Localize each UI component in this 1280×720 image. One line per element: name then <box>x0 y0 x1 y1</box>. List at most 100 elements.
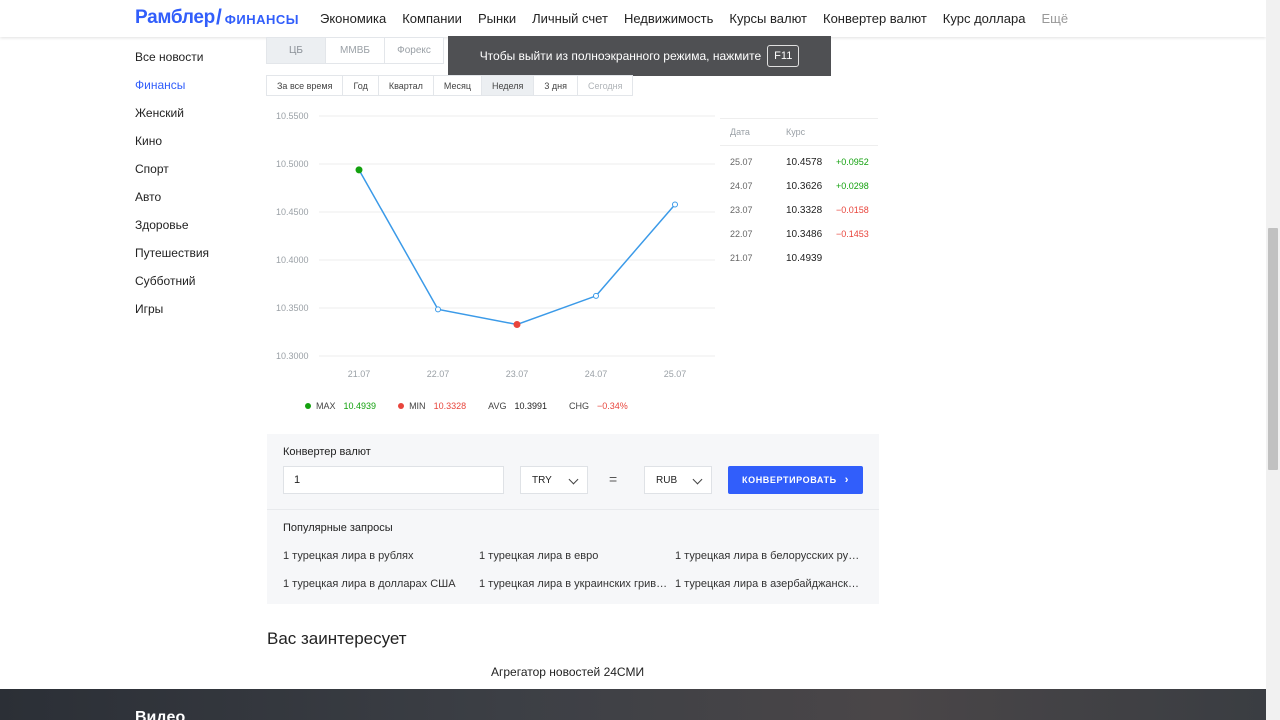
aggregator-title[interactable]: Агрегатор новостей 24СМИ <box>491 665 645 679</box>
stat-max-label: MAX <box>316 401 336 411</box>
popular-link[interactable]: 1 турецкая лира в долларах США <box>283 578 456 590</box>
period-quarter[interactable]: Квартал <box>377 75 434 96</box>
data-point <box>435 306 441 313</box>
y-tick-label: 10.3500 <box>276 303 309 313</box>
to-currency-value: RUB <box>656 474 678 486</box>
stat-min-value: 10.3328 <box>433 401 467 411</box>
popular-link[interactable]: 1 турецкая лира в рублях <box>283 550 414 562</box>
period-month[interactable]: Месяц <box>432 75 482 96</box>
period-year[interactable]: Год <box>342 75 379 96</box>
fullscreen-key: F11 <box>767 45 800 67</box>
nav-item-markets[interactable]: Рынки <box>477 11 517 26</box>
sidebar-item-cinema[interactable]: Кино <box>135 134 162 148</box>
fullscreen-toast-text: Чтобы выйти из полноэкранного режима, на… <box>479 49 762 63</box>
period-week[interactable]: Неделя <box>480 75 535 96</box>
rate-date: 25.07 <box>730 157 753 167</box>
site-header: Рамблер / ФИНАНСЫ Экономика Компании Рын… <box>0 0 1266 37</box>
currency-converter: Конвертер валют 1 TRY = RUB КОНВЕРТИРОВА… <box>267 434 879 604</box>
stat-max: MAX 10.4939 <box>305 401 376 411</box>
rate-date: 23.07 <box>730 205 753 215</box>
stat-avg-value: 10.3991 <box>514 401 547 411</box>
nav-item-dollar-rate[interactable]: Курс доллара <box>942 11 1026 26</box>
nav-item-real-estate[interactable]: Недвижимость <box>623 11 714 26</box>
to-currency-select[interactable]: RUB <box>644 466 712 494</box>
chevron-down-icon <box>568 474 579 485</box>
rate-chart-svg: 10.5500 10.5000 10.4500 10.4000 10.3500 10.30… <box>276 111 715 379</box>
nav-item-economy[interactable]: Экономика <box>320 11 387 26</box>
logo-sub: ФИНАНСЫ <box>224 11 300 27</box>
data-point <box>593 292 599 299</box>
sidebar: Все новости Финансы Женский Кино Спорт А… <box>135 50 209 330</box>
stat-avg: AVG 10.3991 <box>488 401 547 411</box>
sidebar-item-sport[interactable]: Спорт <box>135 162 169 176</box>
rate-value: 10.3626 <box>786 180 823 192</box>
table-row: 23.07 10.3328 −0.0158 <box>720 198 878 222</box>
rate-date: 24.07 <box>730 181 753 191</box>
stat-chg-label: CHG <box>569 401 589 411</box>
x-tick-label: 22.07 <box>427 369 450 379</box>
series-line <box>358 169 676 326</box>
x-tick-label: 25.07 <box>664 369 687 379</box>
sidebar-item-health[interactable]: Здоровье <box>135 218 189 232</box>
sidebar-item-games[interactable]: Игры <box>135 302 164 316</box>
popular-link[interactable]: 1 турецкая лира в евро <box>479 550 599 562</box>
tab-forex[interactable]: Форекс <box>384 37 444 64</box>
amount-input[interactable]: 1 <box>283 466 504 494</box>
table-row: 22.07 10.3486 −0.1453 <box>720 222 878 246</box>
nav-more[interactable]: Ещё <box>1041 11 1069 26</box>
top-nav: Экономика Компании Рынки Личный счет Нед… <box>320 11 1084 26</box>
stat-chg: CHG −0.34% <box>569 401 628 411</box>
y-tick-label: 10.4500 <box>276 207 309 217</box>
table-row: 25.07 10.4578 +0.0952 <box>720 150 878 174</box>
rate-value: 10.4578 <box>786 156 823 168</box>
logo-main: Рамблер <box>135 7 215 28</box>
rate-chart: 10.5500 10.5000 10.4500 10.4000 10.3500 10.30… <box>267 104 717 394</box>
rates-header: Дата Курс <box>720 118 878 146</box>
rates-col-rate: Курс <box>786 127 806 137</box>
tab-mmvb[interactable]: ММВБ <box>325 37 385 64</box>
convert-button[interactable]: КОНВЕРТИРОВАТЬ › <box>728 466 863 494</box>
popular-link[interactable]: 1 турецкая лира в украинских гривнах <box>479 578 669 590</box>
popular-link[interactable]: 1 турецкая лира в белорусских рублях <box>675 550 865 562</box>
popular-link[interactable]: 1 турецкая лира в азербайджанских маната… <box>675 578 865 590</box>
sidebar-item-finance[interactable]: Финансы <box>135 78 186 92</box>
nav-item-personal-account[interactable]: Личный счет <box>532 11 608 26</box>
sidebar-item-travel[interactable]: Путешествия <box>135 246 210 260</box>
scrollbar-thumb[interactable] <box>1268 228 1278 470</box>
rate-date: 22.07 <box>730 229 753 239</box>
chevron-down-icon <box>692 474 703 485</box>
chevron-right-icon: › <box>844 474 849 486</box>
min-point <box>513 321 521 329</box>
sidebar-item-auto[interactable]: Авто <box>135 190 162 204</box>
source-tabs: ЦБ ММВБ Форекс <box>266 37 444 64</box>
fullscreen-toast: Чтобы выйти из полноэкранного режима, на… <box>448 36 831 76</box>
stat-min-label: MIN <box>409 401 426 411</box>
min-dot-icon <box>398 403 405 409</box>
y-tick-label: 10.5500 <box>276 111 309 121</box>
divider <box>267 509 879 510</box>
rate-change: −0.0158 <box>836 205 869 215</box>
tab-cb[interactable]: ЦБ <box>266 37 326 64</box>
video-title: Видео <box>135 709 186 720</box>
stat-min: MIN 10.3328 <box>398 401 466 411</box>
stat-max-value: 10.4939 <box>343 401 377 411</box>
from-currency-select[interactable]: TRY <box>520 466 588 494</box>
y-tick-label: 10.5000 <box>276 159 309 169</box>
interest-heading: Вас заинтересует <box>267 629 407 648</box>
nav-item-currency-rates[interactable]: Курсы валют <box>729 11 807 26</box>
period-all-time[interactable]: За все время <box>266 75 344 96</box>
sidebar-item-all-news[interactable]: Все новости <box>135 50 204 64</box>
period-3-days[interactable]: 3 дня <box>533 75 578 96</box>
nav-item-currency-converter[interactable]: Конвертер валют <box>823 11 927 26</box>
sidebar-item-saturday[interactable]: Субботний <box>135 274 196 288</box>
x-tick-label: 23.07 <box>506 369 529 379</box>
rate-value: 10.4939 <box>786 252 823 264</box>
video-section: Видео <box>0 689 1266 720</box>
popular-title: Популярные запросы <box>283 522 393 534</box>
sidebar-item-women[interactable]: Женский <box>135 106 184 120</box>
rates-col-date: Дата <box>730 127 750 137</box>
nav-item-companies[interactable]: Компании <box>402 11 462 26</box>
period-today: Сегодня <box>576 75 634 96</box>
site-logo[interactable]: Рамблер / ФИНАНСЫ <box>135 6 300 29</box>
rate-date: 21.07 <box>730 253 753 263</box>
